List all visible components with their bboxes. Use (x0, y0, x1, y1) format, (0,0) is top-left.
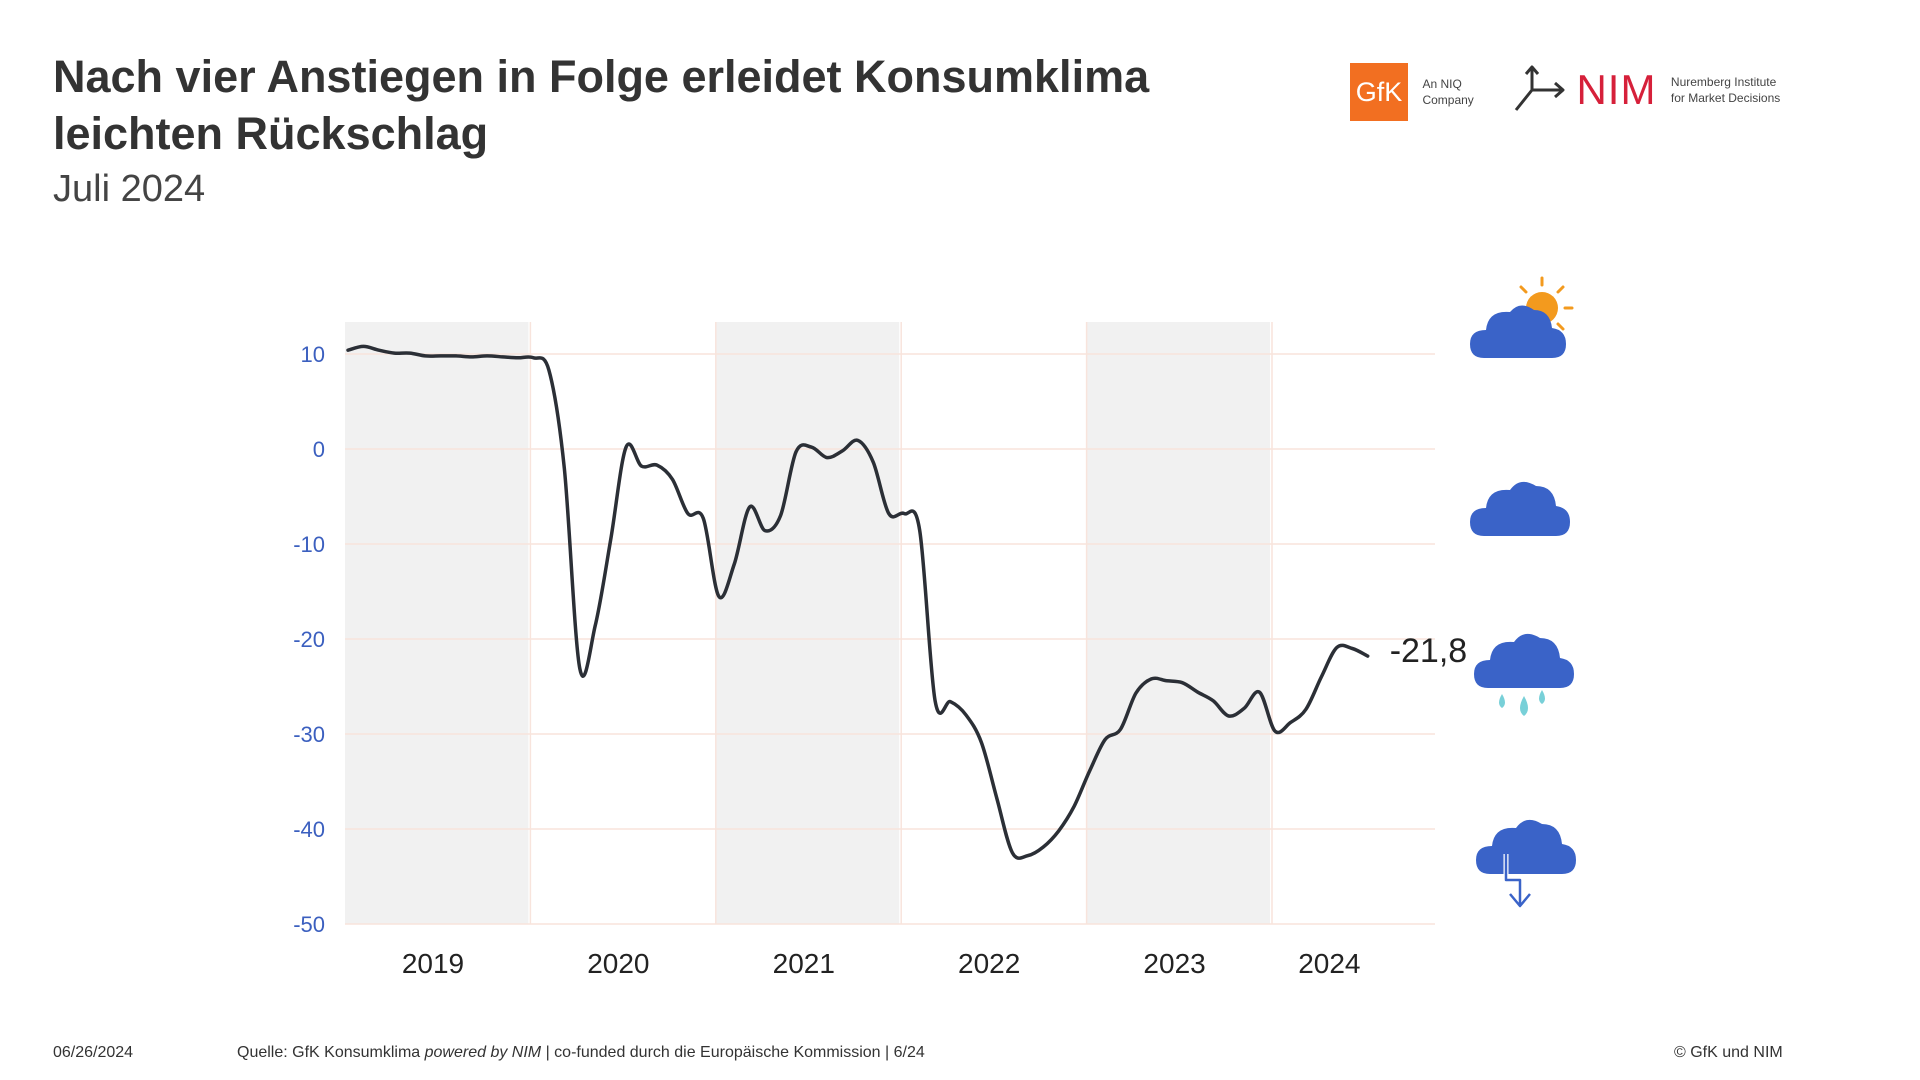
shaded-year-2021 (715, 322, 900, 924)
footer-source-powered: powered by NIM (424, 1044, 542, 1061)
footer-source-prefix: Quelle: GfK Konsumklima (237, 1044, 425, 1061)
page-subtitle: Juli 2024 (53, 168, 206, 210)
gfk-logo-mark: GfK (1350, 63, 1408, 121)
page-title: Nach vier Anstiegen in Folge erleidet Ko… (53, 51, 1150, 159)
footer-source: Quelle: GfK Konsumklima powered by NIM |… (237, 1044, 925, 1062)
gfk-tagline-line1: An NIQ (1422, 77, 1462, 91)
y-tick-label: 10 (301, 342, 325, 367)
y-tick-label: -20 (293, 627, 325, 652)
shaded-year-2019 (345, 322, 529, 924)
footer-source-suffix: | co-funded durch die Europäische Kommis… (541, 1044, 925, 1061)
gfk-tagline-line2: Company (1422, 93, 1474, 107)
footer-copyright: © GfK und NIM (1674, 1044, 1783, 1061)
x-year-label: 2019 (402, 948, 464, 979)
x-year-label: 2021 (773, 948, 835, 979)
last-value-label: -21,8 (1390, 632, 1468, 670)
nim-arrow-icon (1514, 65, 1565, 111)
series-line (346, 344, 1370, 860)
shaded-year-2023 (1086, 322, 1270, 924)
x-year-label: 2020 (587, 948, 649, 979)
cloud-icon (1470, 481, 1570, 536)
footer-date: 06/26/2024 (53, 1044, 134, 1061)
nim-logo-mark: NIM (1576, 66, 1657, 113)
gridlines (345, 322, 1435, 925)
thunder-cloud-icon (1476, 819, 1576, 909)
y-tick-label: 0 (313, 437, 325, 462)
year-shading (345, 322, 1270, 924)
sun-cloud-icon (1470, 276, 1574, 358)
y-tick-label: -50 (293, 912, 325, 937)
nim-tagline-line1: Nuremberg Institute (1670, 75, 1777, 89)
gfk-logo: GfK An NIQ Company (1350, 63, 1474, 121)
x-axis-year-labels: 2019 2020 2021 2022 2023 2024 (402, 948, 1361, 979)
rain-cloud-icon (1474, 633, 1574, 716)
nim-logo-tagline: Nuremberg Institute for Market Decisions (1671, 74, 1780, 106)
nim-logo: NIM Nuremberg Institute for Market Decis… (1512, 64, 1780, 116)
gfk-logo-tagline: An NIQ Company (1422, 76, 1473, 108)
x-year-label: 2022 (958, 948, 1020, 979)
y-axis-ticks: 10 0 -10 -20 -30 -40 -50 (293, 342, 325, 937)
x-year-label: 2024 (1298, 948, 1360, 979)
x-year-label: 2023 (1143, 948, 1205, 979)
y-tick-label: -10 (293, 532, 325, 557)
y-tick-label: -40 (293, 817, 325, 842)
y-tick-label: -30 (293, 722, 325, 747)
nim-tagline-line2: for Market Decisions (1670, 91, 1781, 105)
